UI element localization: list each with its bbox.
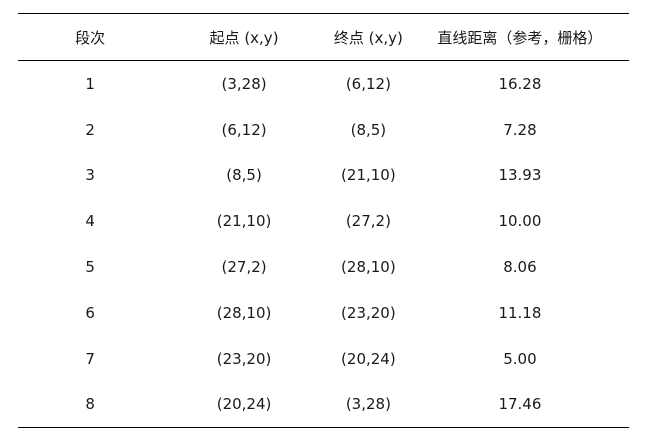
table-cell-segment: 5 (85, 258, 95, 277)
table-cell-distance: 16.28 (498, 74, 542, 93)
table-cell-start: (28,10) (216, 303, 272, 322)
table-cell-start: (27,2) (221, 258, 267, 277)
table-row: 2 (6,12) (8,5) 7.28 (18, 107, 629, 153)
table-cell-start: (23,20) (216, 349, 272, 368)
column-header: 直线距离（参考，栅格） (410, 13, 629, 61)
table-cell-segment: 8 (85, 395, 95, 414)
path-segments-table: 段次 起点 (x,y) 终点 (x,y) 直线距离（参考，栅格） 1 (3,28) (6,… (18, 13, 629, 429)
table-cell-distance: 10.00 (498, 212, 542, 231)
table-cell-segment: 2 (85, 120, 95, 139)
table-cell-distance: 13.93 (498, 166, 542, 185)
table-cell-distance: 7.28 (503, 120, 537, 139)
table-header-row: 段次 起点 (x,y) 终点 (x,y) 直线距离（参考，栅格） (18, 13, 629, 61)
table-cell-segment: 7 (85, 349, 95, 368)
table-cell-segment: 3 (85, 166, 95, 185)
table-cell-end: (3,28) (345, 395, 391, 414)
table-cell-start: (6,12) (221, 120, 267, 139)
table-row: 4 (21,10) (27,2) 10.00 (18, 198, 629, 244)
table-cell-end: (6,12) (345, 74, 391, 93)
table-cell-end: (21,10) (341, 166, 396, 185)
table-cell-distance: 11.18 (498, 303, 542, 322)
column-header: 段次 (18, 13, 163, 61)
table-row: 5 (27,2) (28,10) 8.06 (18, 244, 629, 290)
table-cell-start: (21,10) (216, 212, 272, 231)
column-header: 终点 (x,y) (325, 13, 411, 61)
table-row: 8 (20,24) (3,28) 17.46 (18, 382, 629, 428)
table-cell-distance: 8.06 (503, 258, 537, 277)
table-row: 1 (3,28) (6,12) 16.28 (18, 61, 629, 107)
table-cell-end: (20,24) (341, 349, 396, 368)
table-cell-segment: 1 (85, 74, 95, 93)
table-cell-end: (8,5) (350, 120, 387, 139)
table-cell-start: (8,5) (226, 166, 262, 185)
table-cell-end: (27,2) (345, 212, 391, 231)
table-cell-segment: 4 (85, 212, 95, 231)
table-cell-distance: 17.46 (498, 395, 542, 414)
table-cell-end: (23,20) (341, 303, 396, 322)
table-cell-segment: 6 (85, 303, 95, 322)
table-cell-start: (3,28) (221, 74, 267, 93)
table-row: 6 (28,10) (23,20) 11.18 (18, 290, 629, 336)
table-cell-end: (28,10) (341, 258, 396, 277)
table-cell-start: (20,24) (216, 395, 272, 414)
column-header: 起点 (x,y) (162, 13, 326, 61)
table-row: 7 (23,20) (20,24) 5.00 (18, 336, 629, 382)
table-row: 3 (8,5) (21,10) 13.93 (18, 153, 629, 199)
table-cell-distance: 5.00 (503, 349, 537, 368)
